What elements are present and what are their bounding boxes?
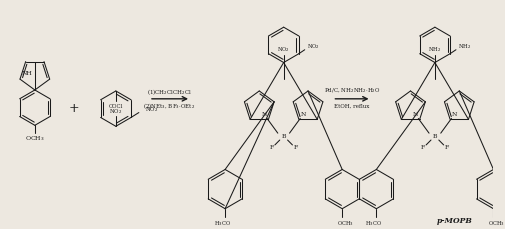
Text: p-MOPB: p-MOPB [436, 218, 472, 226]
Text: F: F [444, 145, 449, 150]
Text: Pd/C, NH$_2$NH$_2$·H$_2$O: Pd/C, NH$_2$NH$_2$·H$_2$O [324, 87, 380, 95]
Text: +: + [69, 102, 79, 115]
Text: N: N [262, 112, 267, 117]
Text: F: F [270, 145, 274, 150]
Text: B: B [433, 134, 437, 139]
Text: NH: NH [22, 71, 33, 76]
Text: EtOH, reflux: EtOH, reflux [334, 103, 370, 108]
Text: OCH$_3$: OCH$_3$ [337, 219, 354, 228]
Text: F: F [293, 145, 297, 150]
Text: NO$_2$: NO$_2$ [277, 45, 290, 54]
Text: COCl: COCl [109, 104, 123, 109]
Text: NH$_2$: NH$_2$ [428, 45, 441, 54]
Text: NH$_2$: NH$_2$ [458, 42, 471, 51]
Text: N: N [300, 112, 306, 117]
Text: F: F [421, 145, 425, 150]
Text: N: N [452, 112, 457, 117]
Text: NO$_2$: NO$_2$ [145, 105, 158, 114]
Text: B: B [281, 134, 286, 139]
Text: OCH$_3$: OCH$_3$ [488, 219, 505, 228]
Text: H$_3$CO: H$_3$CO [365, 219, 382, 228]
Text: OCH$_3$: OCH$_3$ [25, 134, 45, 142]
Text: NO$_2$: NO$_2$ [307, 42, 320, 51]
Text: (2)NEt$_3$, BF$_3$·OEt$_2$: (2)NEt$_3$, BF$_3$·OEt$_2$ [143, 101, 195, 111]
Text: (1)CH$_2$ClCH$_2$Cl: (1)CH$_2$ClCH$_2$Cl [147, 87, 192, 97]
Text: NO$_2$: NO$_2$ [109, 107, 123, 116]
Text: H$_3$CO: H$_3$CO [214, 219, 231, 228]
Text: N: N [413, 112, 418, 117]
